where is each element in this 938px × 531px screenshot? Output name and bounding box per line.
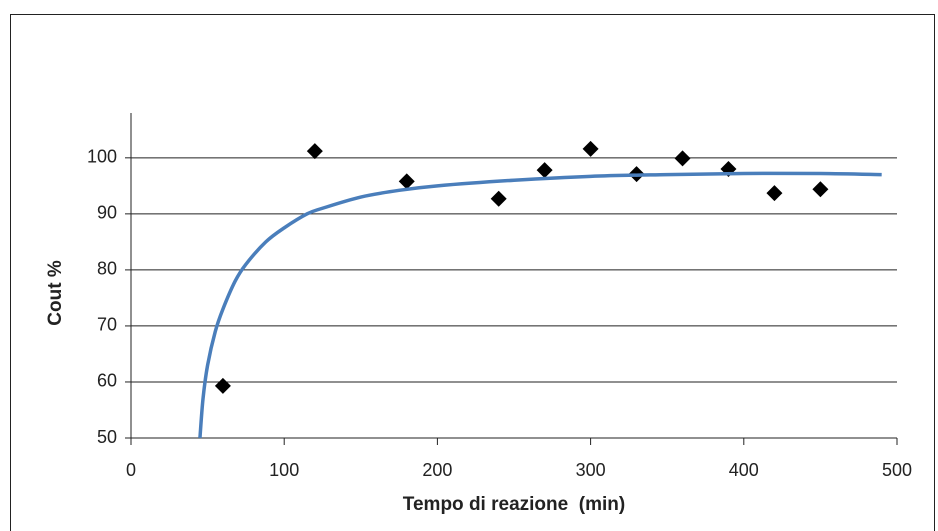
y-tick-label: 60: [97, 371, 117, 391]
data-point: [490, 190, 507, 207]
y-tick-label: 70: [97, 315, 117, 335]
y-tick-label: 90: [97, 203, 117, 223]
data-point: [812, 181, 829, 198]
y-tick-label: 100: [87, 147, 117, 167]
data-point: [214, 377, 231, 394]
data-point: [536, 162, 553, 179]
data-point: [582, 140, 599, 157]
y-tick-label: 80: [97, 259, 117, 279]
x-tick-label: 0: [126, 460, 136, 480]
data-point: [306, 143, 323, 160]
x-tick-label: 400: [729, 460, 759, 480]
data-point: [766, 185, 783, 202]
data-point: [674, 150, 691, 167]
x-axis-title: Tempo di reazione (min): [403, 494, 625, 515]
x-tick-label: 100: [269, 460, 299, 480]
data-point: [398, 173, 415, 190]
y-axis-title: Cout %: [45, 260, 66, 326]
chart-frame: [10, 14, 935, 531]
x-tick-label: 500: [882, 460, 912, 480]
x-tick-label: 300: [576, 460, 606, 480]
x-tick-label: 200: [422, 460, 452, 480]
fit-curve: [198, 171, 882, 439]
y-tick-label: 50: [97, 427, 117, 447]
